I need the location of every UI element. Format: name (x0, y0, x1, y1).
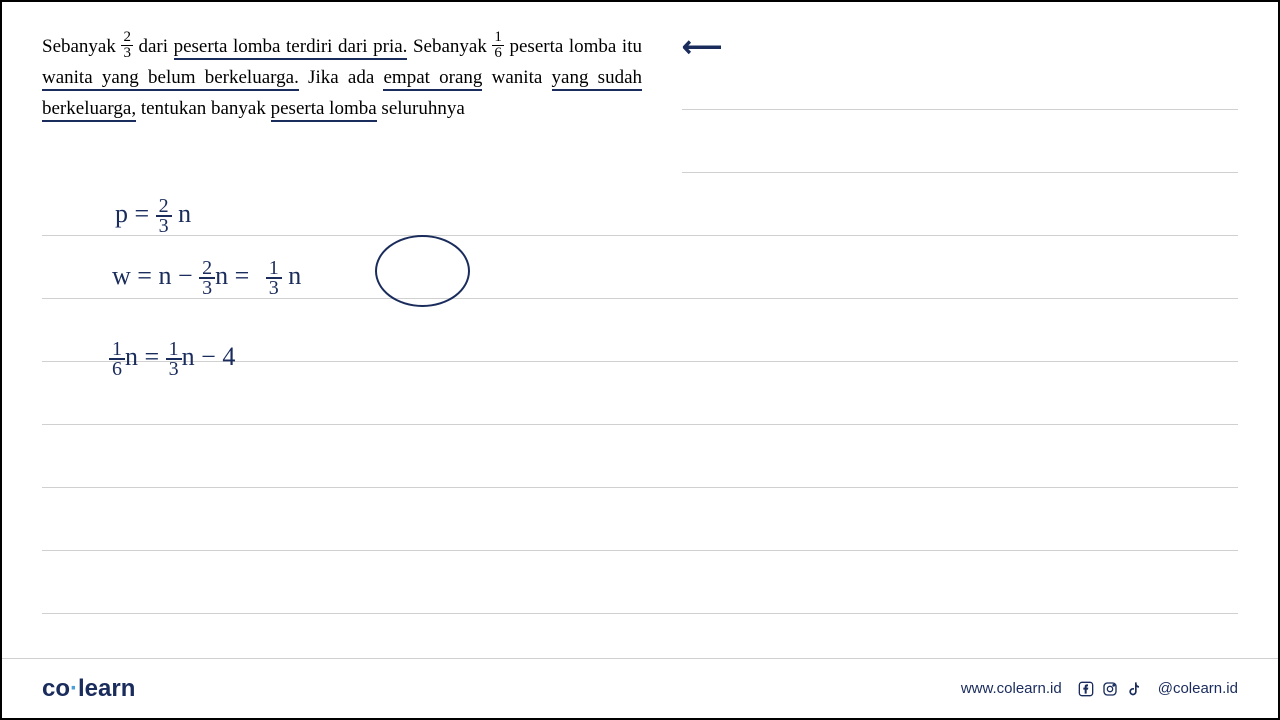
handwritten-fraction: 23 (199, 259, 215, 297)
fraction: 16 (492, 30, 504, 61)
footer-right: www.colearn.id @colearn.id (961, 680, 1238, 698)
underlined-text: peserta lomba (271, 98, 377, 122)
handwritten-fraction: 23 (156, 197, 172, 235)
ruled-line (42, 173, 1238, 236)
ruled-line (682, 47, 1238, 110)
ruled-line (42, 425, 1238, 488)
hw-text: w = n − (112, 261, 199, 290)
problem-text: dari (133, 36, 174, 57)
problem-text: Sebanyak (407, 36, 492, 57)
website-url: www.colearn.id (961, 680, 1062, 697)
logo: co·learn (42, 675, 135, 703)
footer: co·learn www.colearn.id @colearn.id (2, 658, 1278, 718)
problem-text: Sebanyak (42, 36, 121, 57)
problem-text: seluruhnya (377, 98, 465, 119)
problem-text: wanita (482, 67, 551, 88)
social-handle: @colearn.id (1158, 680, 1238, 697)
underlined-text: peserta lomba terdiri dari pria. (174, 36, 408, 60)
ruled-line (42, 551, 1238, 614)
handwritten-equation-1: p = 23 n (115, 197, 191, 235)
handwritten-equation-2: w = n − 23n = 13 n (112, 259, 301, 297)
social-icons (1077, 680, 1143, 698)
hw-text: n = (215, 261, 256, 290)
fraction: 23 (121, 30, 133, 61)
hw-text: p = (115, 199, 156, 228)
tiktok-icon (1125, 680, 1143, 698)
handwritten-fraction: 13 (266, 259, 282, 297)
handwritten-fraction: 16 (109, 340, 125, 378)
problem-statement: Sebanyak 23 dari peserta lomba terdiri d… (42, 32, 642, 124)
hw-text: n − 4 (182, 342, 236, 371)
handwritten-equation-3: 16n = 13n − 4 (109, 340, 235, 378)
arrow-annotation: ⟵ (682, 30, 722, 63)
ruled-line (42, 488, 1238, 551)
underlined-text: wanita yang belum berkeluarga. (42, 67, 299, 91)
underlined-text: empat orang (383, 67, 482, 91)
ruled-lines-container (42, 47, 1238, 614)
circle-annotation (375, 235, 470, 307)
problem-text: peserta lomba itu (504, 36, 642, 57)
hw-text: n (172, 199, 192, 228)
logo-dot: · (70, 675, 78, 702)
problem-text: tentukan banyak (136, 98, 271, 119)
ruled-line (682, 110, 1238, 173)
logo-text: co (42, 675, 70, 702)
hw-text: n = (125, 342, 166, 371)
handwritten-fraction: 13 (166, 340, 182, 378)
facebook-icon (1077, 680, 1095, 698)
instagram-icon (1101, 680, 1119, 698)
content-area: Sebanyak 23 dari peserta lomba terdiri d… (2, 2, 1278, 642)
logo-text: learn (78, 675, 135, 702)
problem-text: Jika ada (299, 67, 384, 88)
hw-text: n (282, 261, 302, 290)
